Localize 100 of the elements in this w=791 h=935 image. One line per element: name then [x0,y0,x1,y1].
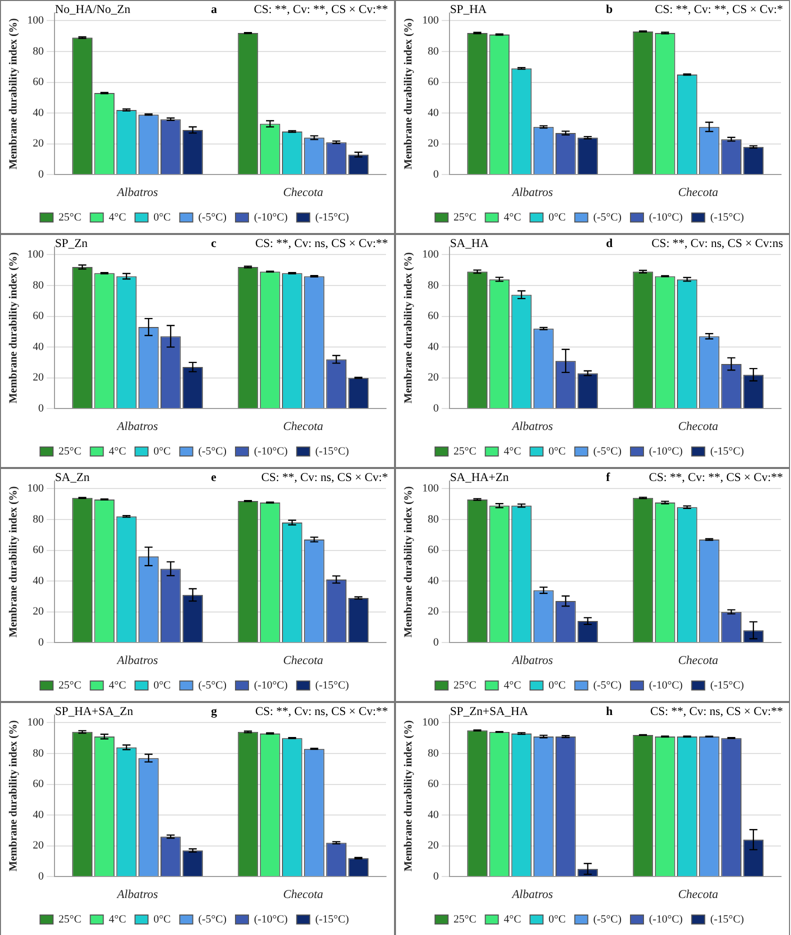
y-tick-label: 20 [428,372,440,384]
legend-label: (-15°C) [710,913,744,926]
y-tick-label: 40 [32,106,44,119]
y-tick-label: 0 [433,636,440,648]
annotation: CS: **, Cv: ns, CS × Cv:** [255,236,388,250]
y-tick-label: 60 [428,544,440,556]
annotation: CS: **, Cv: **, CS × Cv:** [254,2,388,16]
legend-label: (-15°C) [315,445,350,458]
legend-label: 0°C [548,445,566,458]
x-tick-label: Checota [283,652,324,667]
x-tick-label: Checota [678,652,718,667]
legend-label: (-5°C) [593,913,622,926]
y-tick-label: 0 [433,168,440,180]
y-tick-label: 100 [422,482,440,495]
legend-label: (-15°C) [710,679,744,692]
legend-label: (-5°C) [198,445,227,458]
y-tick-label: 100 [27,14,44,27]
y-tick-label: 20 [32,606,44,618]
y-tick-label: 20 [428,840,440,852]
annotation: h [606,704,613,718]
y-tick-label: 60 [32,544,44,556]
annotation: CS: **, Cv: **, CS × Cv:** [648,470,783,484]
x-tick-label: Checota [678,418,718,433]
y-tick-label: 20 [428,138,440,150]
legend-label: 25°C [58,913,82,926]
legend-label: (-15°C) [315,211,350,224]
legend-label: 25°C [454,211,476,224]
y-tick-label: 100 [27,248,44,261]
legend-label: (-5°C) [593,211,622,224]
legend-label: (-10°C) [254,913,288,926]
legend-label: 4°C [108,445,126,458]
y-tick-label: 100 [27,716,44,729]
y-tick-label: 100 [422,14,440,27]
y-tick-label: 0 [38,870,44,882]
legend-label: 25°C [58,445,82,458]
y-tick-label: 40 [32,808,44,821]
y-tick-label: 40 [428,808,440,821]
y-tick-label: 80 [32,279,44,292]
legend-label: (-15°C) [315,679,350,692]
chart-title: SA_HA [450,236,489,250]
legend-label: (-10°C) [648,211,684,224]
y-tick-label: 60 [428,310,440,322]
y-tick-label: 80 [428,45,440,58]
annotation: e [211,470,216,484]
annotation: f [606,470,610,484]
x-tick-label: Checota [283,418,324,433]
y-tick-label: 60 [32,310,44,322]
chart-title: SA_HA+Zn [450,470,509,484]
y-tick-label: 60 [32,76,44,88]
y-tick-label: 40 [32,574,44,587]
chart-title: No_HA/No_Zn [55,2,130,16]
y-tick-label: 40 [428,340,440,353]
annotation: CS: **, Cv: ns, CS × Cv:** [255,704,388,718]
legend-label: (-5°C) [198,913,227,926]
legend-label: 4°C [108,679,126,692]
x-tick-label: Albatros [116,184,158,199]
annotation: b [606,2,613,16]
x-tick-label: Albatros [511,886,554,901]
chart-title: SA_Zn [55,470,90,484]
chart-title: SP_HA+SA_Zn [55,704,134,718]
y-tick-label: 80 [428,279,440,292]
legend-label: 4°C [108,913,126,926]
y-axis-title: Membrane durability index (%) [7,252,20,404]
x-tick-label: Albatros [511,652,554,667]
annotation: CS: **, Cv: ns, CS × Cv:* [261,470,388,484]
x-tick-label: Checota [283,886,324,901]
y-tick-label: 100 [27,482,44,495]
y-tick-label: 0 [38,168,44,180]
chart-title: SP_Zn [55,236,88,250]
y-tick-label: 80 [428,747,440,760]
legend-label: 0°C [154,913,171,926]
legend-label: 0°C [548,679,566,692]
y-axis-title: Membrane durability index (%) [7,720,20,872]
legend-label: (-10°C) [648,679,684,692]
legend-label: (-5°C) [593,679,622,692]
x-tick-label: Albatros [116,652,158,667]
y-tick-label: 0 [38,402,44,414]
y-axis-title: Membrane durability index (%) [7,18,20,170]
legend-label: 0°C [154,211,171,224]
x-tick-label: Albatros [116,418,158,433]
y-tick-label: 40 [428,574,440,587]
legend-label: 25°C [58,679,82,692]
y-tick-label: 60 [428,778,440,790]
legend-label: (-15°C) [315,913,350,926]
legend-label: (-10°C) [254,679,288,692]
y-tick-label: 0 [433,870,440,882]
legend-label: (-10°C) [648,445,684,458]
legend-label: (-5°C) [198,211,227,224]
x-tick-label: Albatros [116,886,158,901]
y-axis-title: Membrane durability index (%) [402,486,414,638]
x-tick-label: Checota [678,886,718,901]
annotation: c [211,236,216,250]
legend-label: 4°C [504,679,522,692]
y-tick-label: 80 [32,45,44,58]
y-tick-label: 40 [428,106,440,119]
annotation: g [211,704,217,718]
legend-label: 4°C [108,211,126,224]
x-tick-label: Checota [678,184,718,199]
y-axis-title: Membrane durability index (%) [402,252,414,404]
annotation: CS: **, Cv: **, CS × Cv:* [654,2,783,16]
